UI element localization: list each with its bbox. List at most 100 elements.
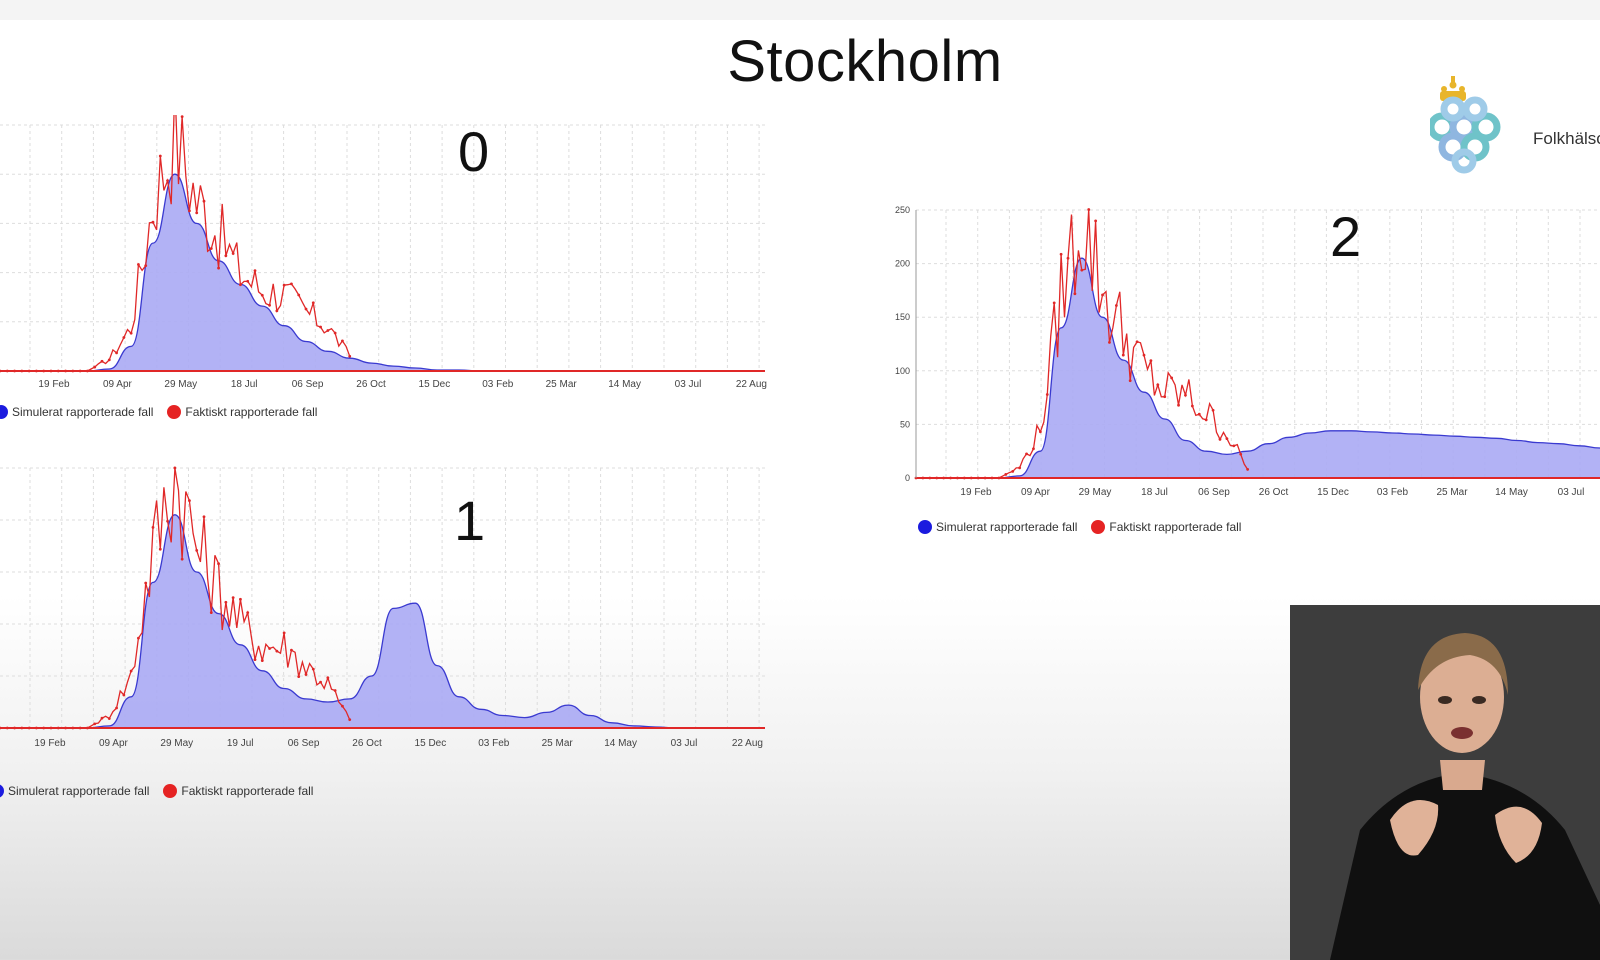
actual-point [1225, 437, 1229, 441]
legend-label-simulated: Simulerat rapporterade fall [8, 784, 150, 798]
actual-point [1038, 430, 1042, 434]
actual-point [239, 283, 242, 287]
chart-0-grid [0, 124, 765, 372]
simulated-line [916, 257, 1600, 479]
sign-language-interpreter-video [1290, 605, 1600, 960]
actual-point [1121, 353, 1125, 357]
actual-point [202, 199, 206, 203]
actual-point [1108, 340, 1111, 344]
logo-text: Folkhälsomyndigheten [1533, 129, 1600, 148]
actual-point [224, 600, 228, 604]
chart-scenario-1: 19 Feb 09 Apr 29 May 19 Jul 06 Sep 26 Oct 15 D… [0, 458, 780, 808]
legend-label-actual: Faktiskt rapporterade fall [185, 405, 318, 419]
top-bar [0, 0, 1600, 20]
actual-point [1004, 473, 1008, 476]
actual-point [188, 499, 191, 503]
simulated-area [916, 258, 1600, 478]
legend-item-actual: Faktiskt rapporterade fall [1091, 520, 1241, 534]
legend-item-simulated: Simulerat rapporterade fall [918, 520, 1077, 534]
x-tick-label: 29 May [164, 379, 197, 390]
x-tick-label: 03 Feb [478, 738, 510, 749]
actual-point [1135, 340, 1139, 344]
actual-point [304, 307, 308, 311]
actual-point [297, 675, 301, 679]
actual-point [1073, 292, 1077, 296]
actual-point [260, 293, 264, 297]
actual-point [1190, 404, 1194, 408]
logo-emblem-icon [1430, 76, 1501, 174]
actual-point [290, 282, 293, 286]
actual-point [209, 247, 213, 250]
actual-point [341, 704, 344, 708]
actual-point [246, 611, 250, 615]
x-tick-label: 25 Mar [542, 738, 574, 749]
actual-point [290, 648, 293, 652]
x-tick-label: 14 May [608, 379, 641, 390]
chart-0-plot: 19 Feb 09 Apr 29 May 18 Jul 06 Sep 26 Oct 15 D… [0, 115, 767, 390]
interpreter-figure-icon [1290, 605, 1600, 960]
actual-point [319, 325, 322, 329]
actual-point [1018, 466, 1022, 470]
actual-point [158, 547, 162, 551]
actual-point [231, 596, 235, 600]
actual-point [268, 647, 271, 650]
actual-point [137, 263, 140, 266]
actual-point [304, 673, 308, 676]
actual-point [253, 269, 257, 273]
chart-2-plot: 19 Feb 09 Apr 29 May 18 Jul 06 Sep 26 Oct 15 D… [895, 205, 1600, 498]
actual-point [268, 303, 271, 307]
x-tick-label: 29 May [1079, 487, 1112, 498]
actual-point [100, 716, 104, 720]
x-tick-label: 09 Apr [1021, 487, 1051, 498]
actual-point [195, 211, 199, 215]
actual-point [144, 581, 148, 585]
x-tick-label: 15 Dec [419, 379, 451, 390]
x-tick-label: 03 Jul [1558, 487, 1585, 498]
actual-point [1239, 452, 1243, 456]
actual-point [1211, 408, 1215, 412]
legend-dot-blue-icon [0, 405, 8, 419]
y-tick-label: 150 [895, 312, 910, 322]
actual-point [107, 717, 111, 720]
chart-scenario-2: 19 Feb 09 Apr 29 May 18 Jul 06 Sep 26 Oct 15 D… [880, 200, 1600, 550]
actual-point [100, 359, 104, 363]
actual-point [1184, 393, 1187, 397]
x-tick-label: 03 Jul [675, 379, 702, 390]
actual-point [282, 283, 286, 287]
actual-point [260, 659, 264, 662]
actual-point [341, 339, 344, 343]
actual-point [1094, 219, 1098, 223]
x-tick-label: 03 Jul [671, 738, 698, 749]
x-tick-label: 19 Feb [38, 379, 70, 390]
actual-point [1204, 418, 1208, 422]
x-tick-label: 19 Feb [960, 487, 992, 498]
actual-point [166, 519, 169, 523]
legend-item-simulated: Simulerat rapporterade fall [0, 784, 149, 798]
y-tick-label: 250 [895, 205, 910, 215]
actual-point [1045, 393, 1049, 396]
actual-point [275, 649, 279, 653]
actual-point [282, 631, 286, 635]
actual-point [173, 466, 177, 470]
actual-point [1177, 403, 1180, 407]
y-tick-label: 200 [895, 259, 910, 269]
actual-point [195, 549, 199, 552]
actual-point [129, 331, 133, 335]
actual-point [1101, 293, 1104, 297]
chart-2-legend: Simulerat rapporterade fall Faktiskt rap… [918, 520, 1241, 534]
legend-label-actual: Faktiskt rapporterade fall [1109, 520, 1242, 534]
simulated-line [0, 514, 765, 729]
x-tick-label: 15 Dec [1317, 487, 1349, 498]
actual-point [188, 209, 191, 213]
actual-point [1163, 395, 1167, 399]
x-tick-label: 03 Feb [482, 379, 514, 390]
scenario-label-1: 1 [454, 489, 486, 552]
simulated-area [0, 514, 765, 728]
x-tick-label: 22 Aug [732, 738, 763, 749]
legend-label-actual: Faktiskt rapporterade fall [181, 784, 314, 798]
actual-point [1059, 252, 1063, 256]
x-tick-label: 29 May [160, 738, 193, 749]
actual-point [333, 331, 337, 335]
x-tick-label: 14 May [604, 738, 637, 749]
actual-point [122, 336, 126, 339]
